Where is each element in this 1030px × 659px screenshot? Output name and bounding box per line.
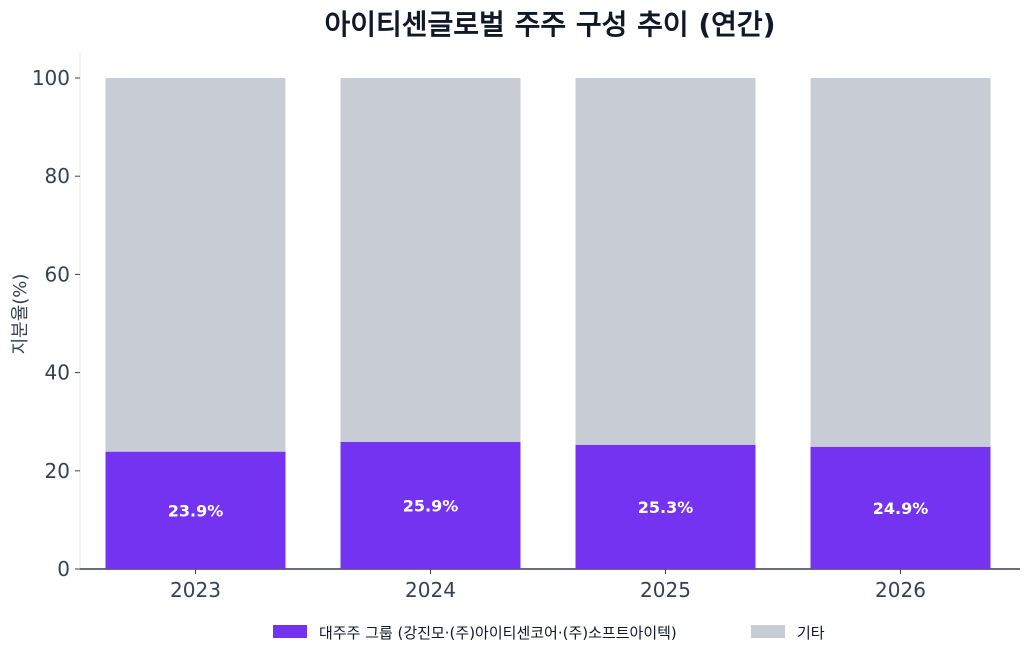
y-tick-label: 80 [45,164,70,188]
bar-segment [340,441,521,569]
bar-segment [340,78,521,442]
x-tick-label: 2024 [405,578,456,602]
bar-value-label: 24.9% [873,499,929,518]
y-tick-label: 100 [32,66,70,90]
bar-segment [810,78,991,447]
bar-value-label: 23.9% [168,501,224,520]
y-tick-label: 0 [57,557,70,581]
bar-segment [575,444,756,569]
x-tick-label: 2023 [170,578,221,602]
legend-swatch [273,625,307,638]
y-tick-label: 20 [45,459,70,483]
bar-segment [810,446,991,569]
bar-segment [105,451,286,569]
y-axis-label: 지분율(%) [10,274,31,355]
chart-title: 아이티센글로벌 주주 구성 추이 (연간) [325,8,776,41]
bar-value-label: 25.9% [403,496,459,515]
y-tick-label: 40 [45,361,70,385]
bar-segment [105,78,286,452]
bar-value-label: 25.3% [638,498,694,517]
legend: 대주주 그룹 (강진모·(주)아이티센코어·(주)소프트아이텍) 기타 [273,624,825,642]
y-tick-label: 60 [45,262,70,286]
x-tick-label: 2025 [640,578,691,602]
legend-entry: 기타 [797,624,825,642]
legend-entry: 대주주 그룹 (강진모·(주)아이티센코어·(주)소프트아이텍) [319,624,677,642]
plot-area: 0 20 40 60 80 100 23.9% 2023 25.9% 2024 25.3% 2025 2… [32,52,1020,602]
bar-segment [575,78,756,445]
x-tick-label: 2026 [875,578,926,602]
legend-swatch [751,625,785,638]
